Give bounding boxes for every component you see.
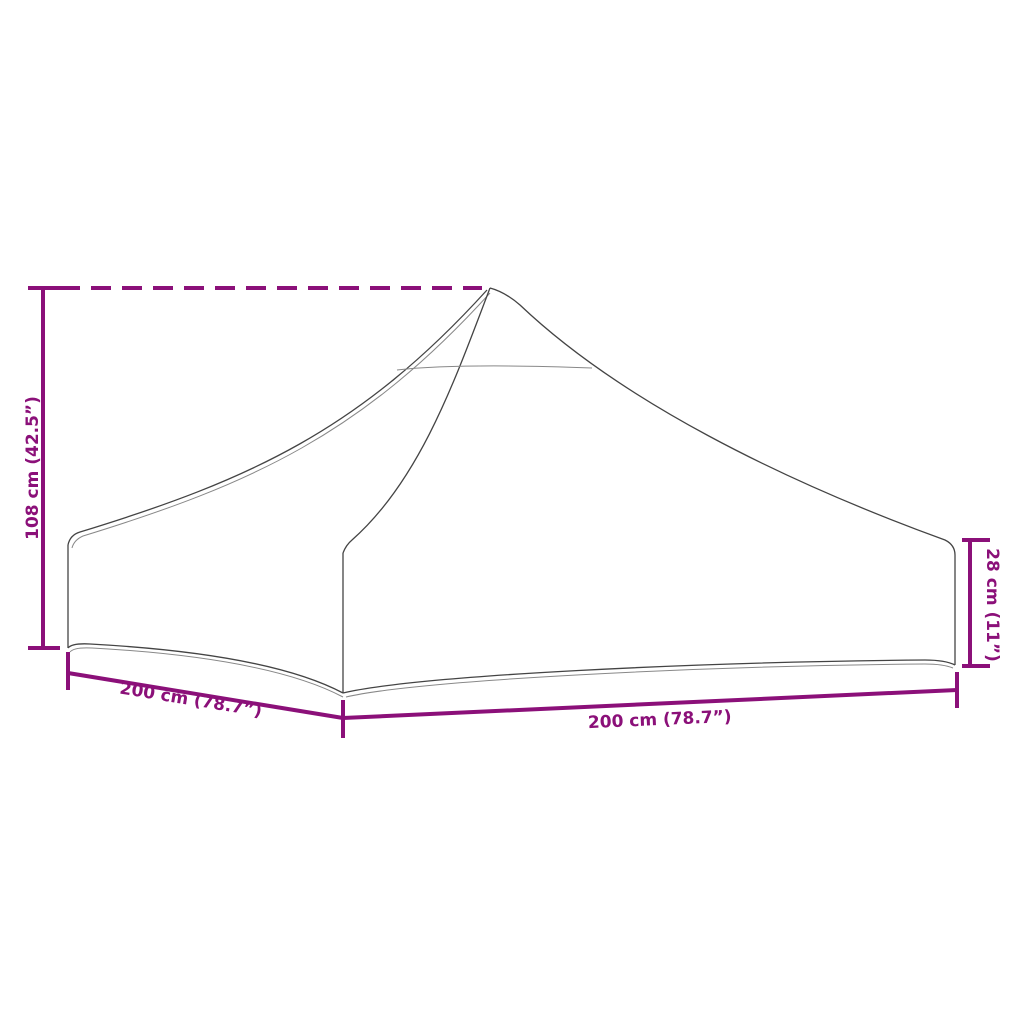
canopy-left-bottom-inner	[69, 647, 344, 698]
canopy-outline	[67, 287, 956, 698]
canopy-right-ridge	[489, 287, 956, 556]
label-height-side: 28 cm (11”)	[982, 548, 1002, 662]
canopy-left-bottom	[67, 643, 344, 694]
canopy-left-ridge-inner	[71, 292, 491, 549]
canopy-right-bottom-inner	[345, 663, 954, 698]
label-width: 200 cm (78.7”)	[588, 707, 733, 733]
dimension-depth	[66, 652, 345, 738]
dimension-height-total	[28, 286, 482, 650]
canopy-front-ridge	[342, 287, 491, 554]
dimension-height-side	[962, 538, 990, 668]
canopy-back-seam	[396, 365, 593, 371]
label-height-total: 108 cm (42.5”)	[23, 396, 43, 540]
label-depth: 200 cm (78.7”)	[118, 679, 263, 722]
dimension-width	[342, 672, 959, 720]
canopy-left-ridge	[67, 289, 488, 546]
canopy-right-bottom	[342, 659, 956, 694]
